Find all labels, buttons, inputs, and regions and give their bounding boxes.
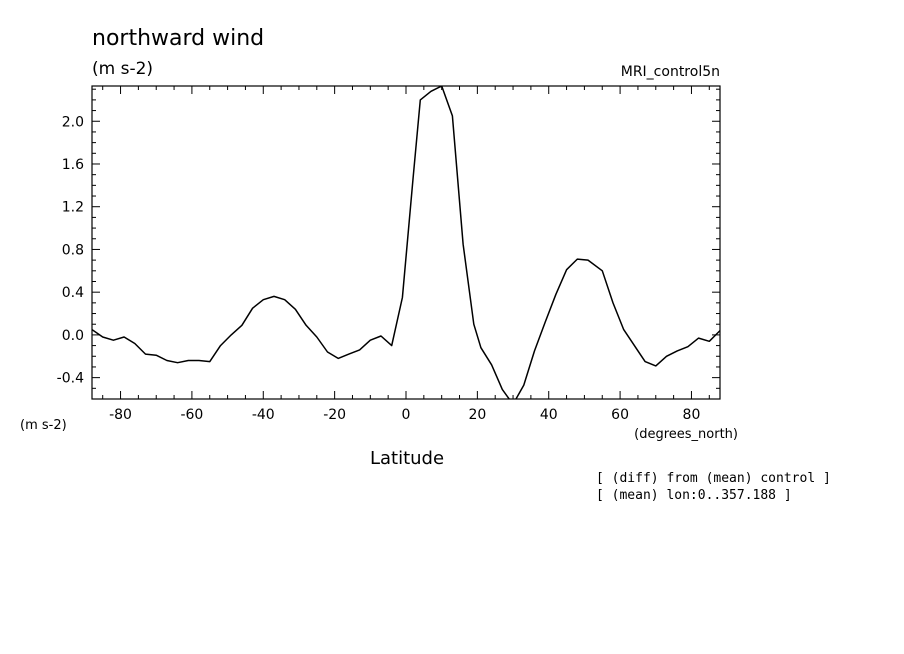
x-tick-label: -40 bbox=[252, 407, 275, 423]
plot-area: -80 -60 -40 -20 0 20 40 60 80 -0.4 0.0 0.4 0.8 1.2 1.… bbox=[57, 85, 721, 423]
x-tick-label: 20 bbox=[468, 407, 486, 423]
plot-frame bbox=[91, 85, 721, 400]
x-minor-ticks bbox=[102, 86, 710, 399]
x-tick-label: -60 bbox=[180, 407, 203, 423]
run-label: MRI_control5n bbox=[621, 64, 720, 80]
x-tick-label: 80 bbox=[683, 407, 701, 423]
x-tick-labels: -80 -60 -40 -20 0 20 40 60 80 bbox=[109, 407, 700, 423]
note-line-1: [ (diff) from (mean) control ] bbox=[596, 471, 831, 486]
y-tick-label: 0.0 bbox=[62, 328, 84, 344]
note-line-2: [ (mean) lon:0..357.188 ] bbox=[596, 488, 792, 503]
series-line bbox=[92, 86, 720, 399]
x-tick-label: -80 bbox=[109, 407, 132, 423]
y-tick-label: 0.8 bbox=[62, 242, 84, 258]
x-tick-label: 40 bbox=[540, 407, 558, 423]
y-unit-label: (m s-2) bbox=[20, 418, 67, 433]
x-unit-label: (degrees_north) bbox=[634, 427, 738, 442]
x-major-ticks bbox=[120, 86, 692, 399]
chart-units: (m s-2) bbox=[92, 59, 153, 79]
x-tick-label: 0 bbox=[402, 407, 411, 423]
x-tick-label: -20 bbox=[323, 407, 346, 423]
chart-title: northward wind bbox=[92, 26, 264, 51]
x-tick-label: 60 bbox=[611, 407, 629, 423]
y-ticks bbox=[92, 88, 720, 389]
y-tick-label: 1.6 bbox=[62, 157, 84, 173]
y-tick-labels: -0.4 0.0 0.4 0.8 1.2 1.6 2.0 bbox=[57, 114, 84, 386]
y-tick-label: 1.2 bbox=[62, 200, 84, 216]
y-tick-label: 0.4 bbox=[62, 285, 84, 301]
y-tick-label: 2.0 bbox=[62, 114, 84, 130]
x-axis-label: Latitude bbox=[370, 448, 444, 469]
y-tick-label: -0.4 bbox=[57, 371, 84, 387]
